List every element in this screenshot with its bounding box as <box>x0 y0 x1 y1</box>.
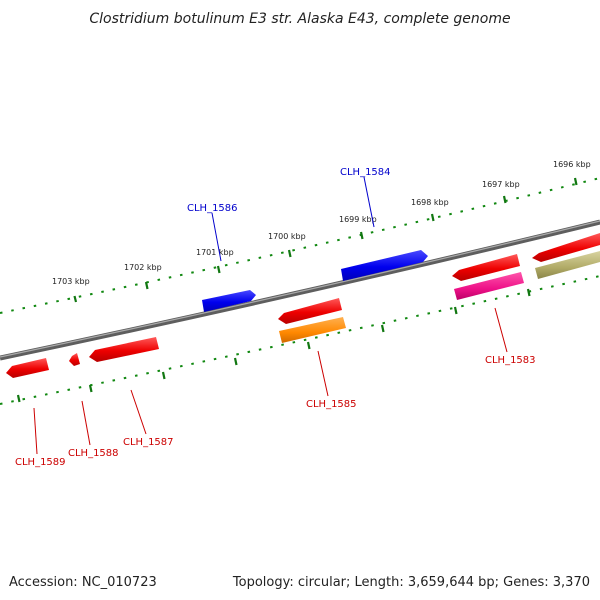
ruler-label: 1698 kbp <box>411 198 449 207</box>
gene-CLH_1588[interactable] <box>69 353 80 366</box>
gene-red-partial[interactable] <box>532 233 600 262</box>
gene-CLH_1583-outer[interactable] <box>452 254 520 281</box>
ruler-labels: 1703 kbp 1702 kbp 1701 kbp 1700 kbp 1699… <box>52 160 591 286</box>
gene-olive-partial[interactable] <box>535 251 600 279</box>
ruler-label: 1696 kbp <box>553 160 591 169</box>
ruler-label: 1697 kbp <box>482 180 520 189</box>
gene-CLH_1587[interactable] <box>89 337 159 362</box>
gene-label-CLH_1584[interactable]: CLH_1584 <box>340 167 391 178</box>
gene-label-CLH_1583[interactable]: CLH_1583 <box>485 355 536 366</box>
accession-text: Accession: NC_010723 <box>9 575 157 590</box>
gene-label-CLH_1586[interactable]: CLH_1586 <box>187 203 238 214</box>
gene-label-CLH_1589[interactable]: CLH_1589 <box>15 457 66 468</box>
gene-CLH_1586[interactable] <box>202 290 256 312</box>
ruler-major-ticks <box>73 177 578 303</box>
ruler-label: 1703 kbp <box>52 277 90 286</box>
ruler-label: 1701 kbp <box>196 248 234 257</box>
ruler-label: 1700 kbp <box>268 232 306 241</box>
gene-CLH_1585-outer[interactable] <box>278 298 342 324</box>
ruler-label: 1702 kbp <box>124 263 162 272</box>
gene-CLH_1589[interactable] <box>6 358 49 378</box>
gene-CLH_1583-category[interactable] <box>454 272 524 300</box>
gene-CLH_1585-category[interactable] <box>279 317 346 343</box>
gene-label-CLH_1587[interactable]: CLH_1587 <box>123 437 174 448</box>
gene-label-CLH_1585[interactable]: CLH_1585 <box>306 399 357 410</box>
ruler-label: 1699 kbp <box>339 215 377 224</box>
gene-label-CLH_1588[interactable]: CLH_1588 <box>68 448 119 459</box>
genome-backbone-highlight <box>0 220 600 358</box>
inner-major-ticks <box>16 288 531 403</box>
map-title: Clostridium botulinum E3 str. Alaska E43… <box>89 11 510 27</box>
label-leaders <box>33 176 508 455</box>
gene-CLH_1584[interactable] <box>341 250 428 281</box>
genome-backbone <box>0 219 600 361</box>
genome-summary-text: Topology: circular; Length: 3,659,644 bp… <box>232 575 590 590</box>
